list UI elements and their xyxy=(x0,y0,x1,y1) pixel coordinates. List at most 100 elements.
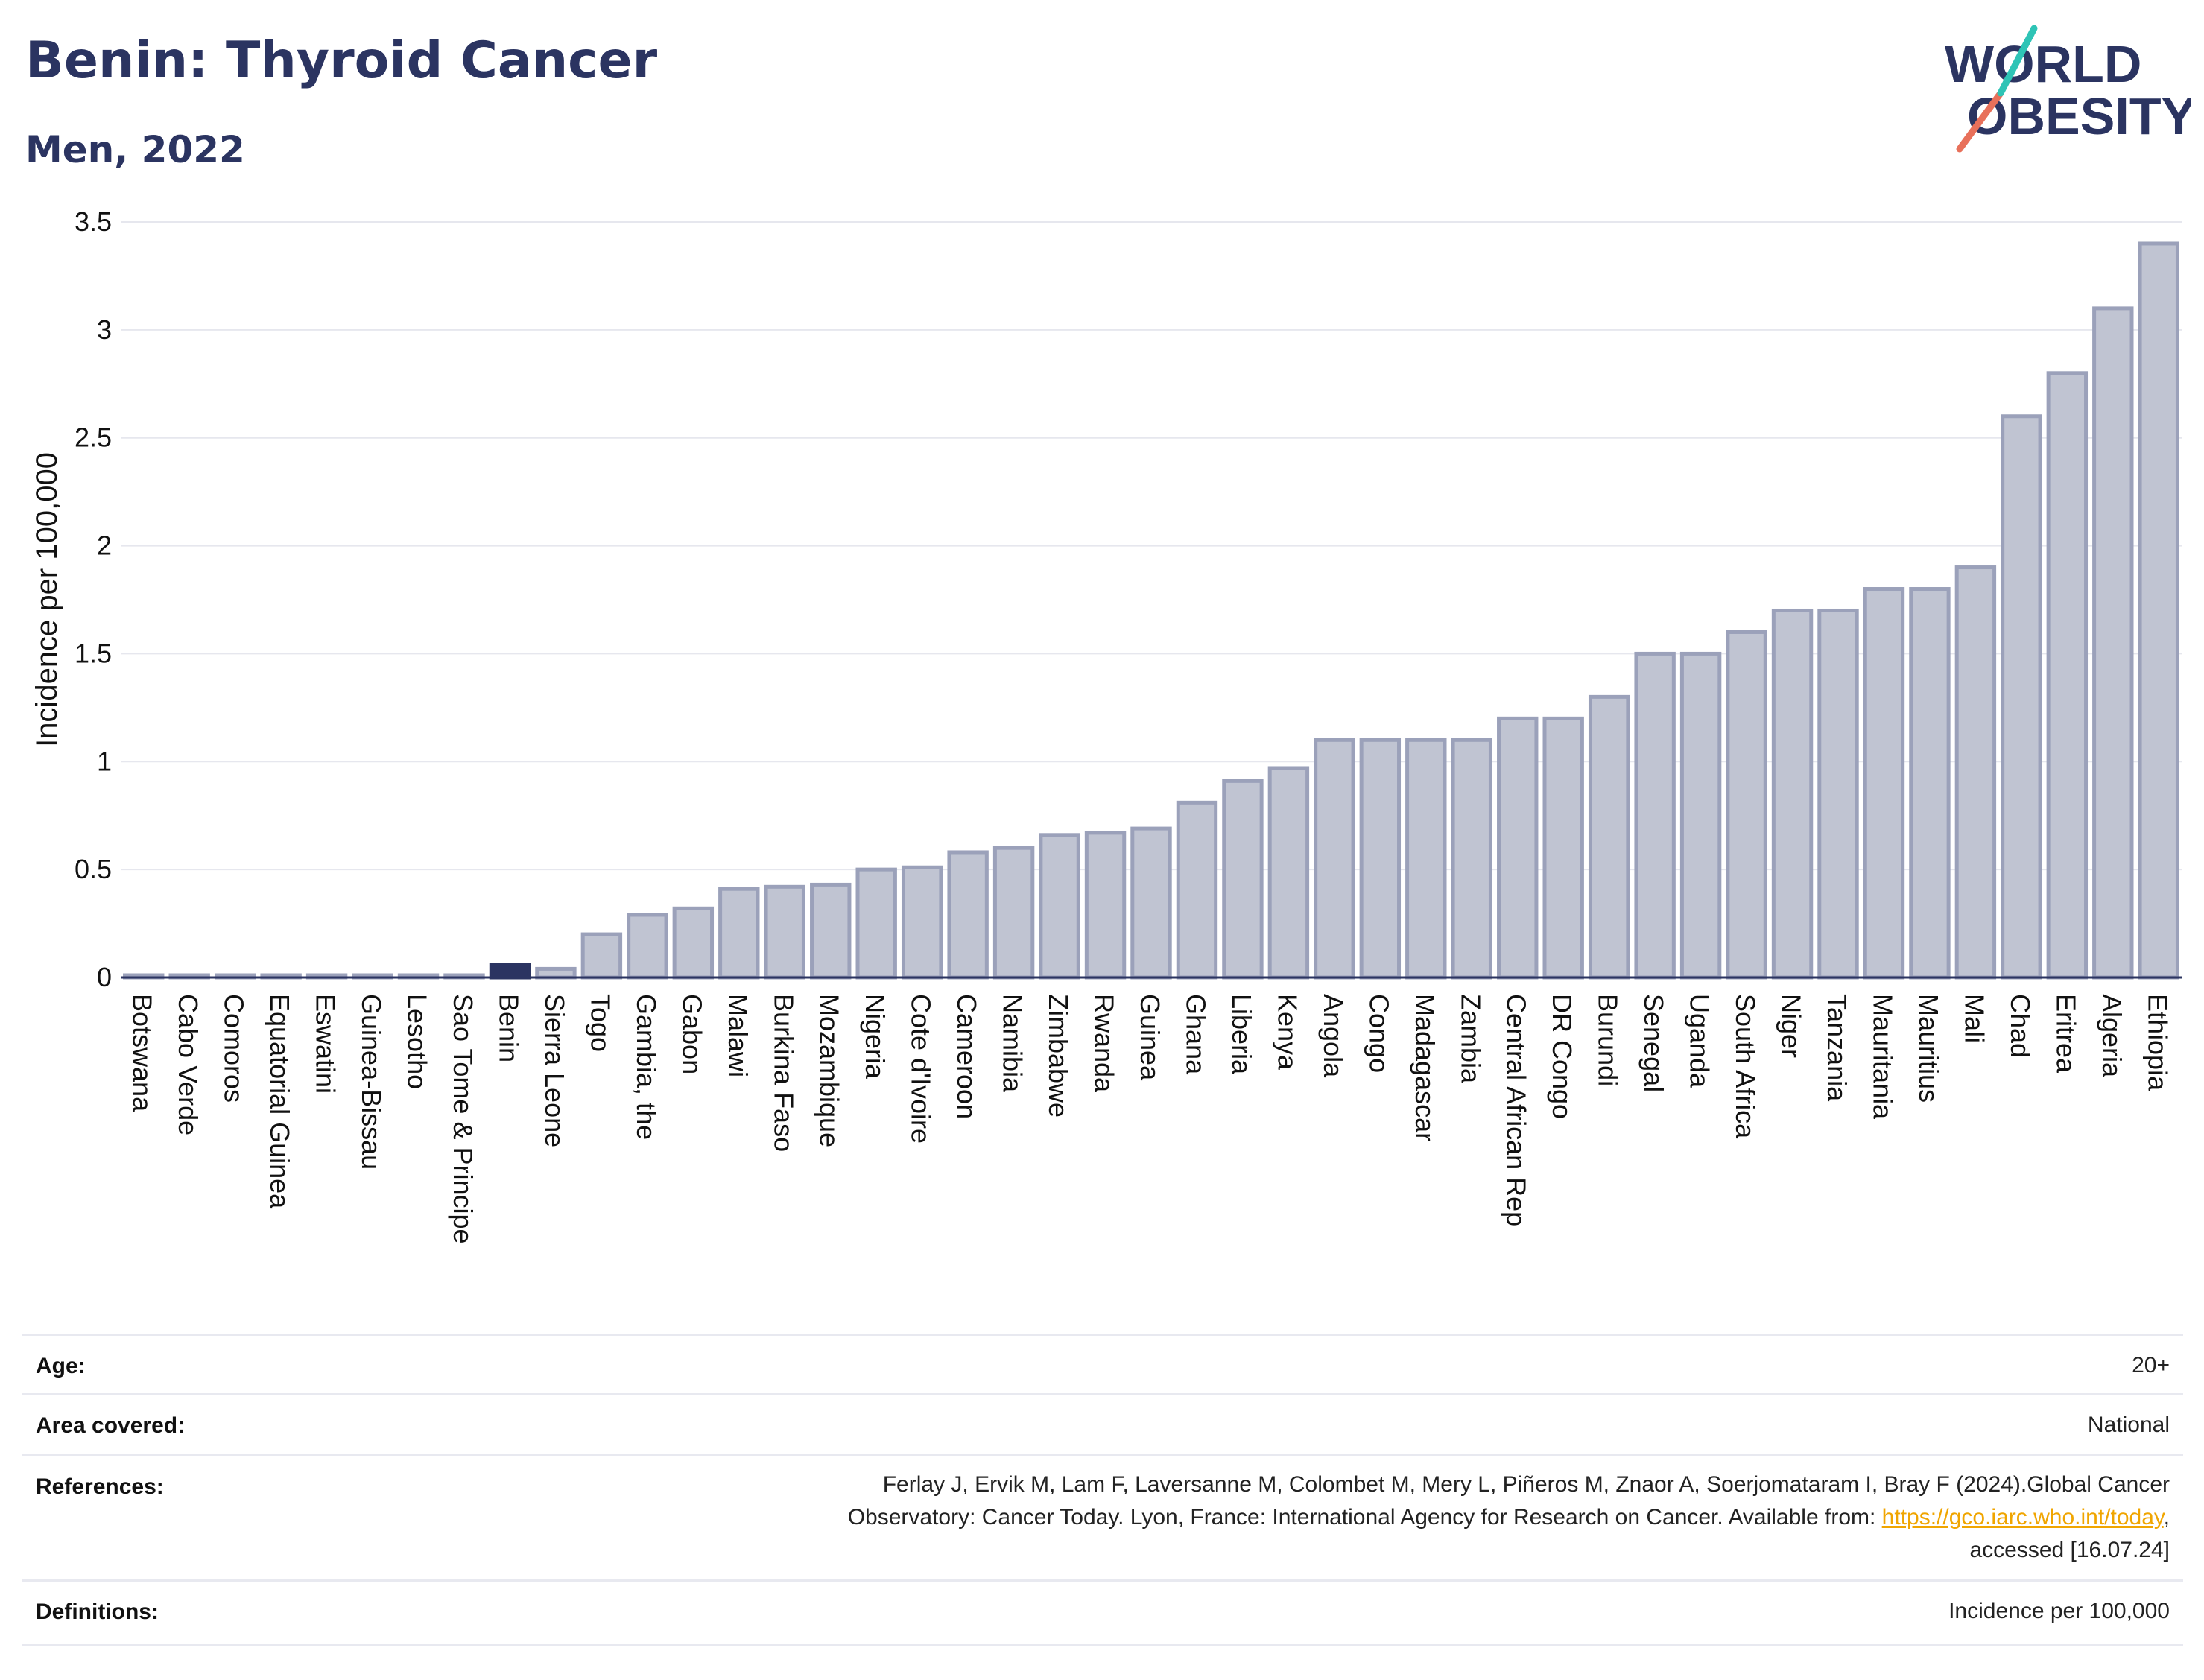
bar-madagascar xyxy=(1405,738,1447,980)
bar-angola xyxy=(1314,738,1355,980)
x-tick-label: DR Congo xyxy=(1547,994,1577,1119)
x-tick-label: Kenya xyxy=(1272,994,1302,1071)
bar-eritrea xyxy=(2046,371,2089,980)
x-tick-label: Gabon xyxy=(677,994,707,1074)
y-tick-label: 0 xyxy=(97,962,112,992)
x-tick-label: Algeria xyxy=(2097,994,2127,1078)
y-tick-label: 2.5 xyxy=(75,422,112,453)
bar-chad xyxy=(2001,414,2042,980)
bar-cameroon xyxy=(947,850,989,980)
x-tick-label: Cabo Verde xyxy=(173,994,203,1135)
references-line2-prefix: Observatory: Cancer Today. Lyon, France:… xyxy=(847,1505,1882,1530)
x-tick-label: Burundi xyxy=(1593,994,1624,1086)
x-tick-label: Cameroon xyxy=(951,994,982,1119)
y-tick-label: 0.5 xyxy=(75,854,112,884)
x-tick-label: Liberia xyxy=(1226,994,1257,1075)
bar-mozambique xyxy=(810,882,852,980)
y-tick-label: 3.5 xyxy=(75,206,112,237)
bar-zimbabwe xyxy=(1039,833,1080,980)
x-tick-label: Mozambique xyxy=(814,994,845,1147)
references-line3: accessed [16.07.24] xyxy=(1969,1538,2170,1562)
x-tick-label: Eswatini xyxy=(311,994,341,1094)
chart-title: Benin: Thyroid Cancer xyxy=(25,31,658,90)
x-tick-label: Central African Rep xyxy=(1501,994,1532,1226)
x-tick-label: Chad xyxy=(2005,994,2036,1058)
x-tick-label: Ghana xyxy=(1180,994,1211,1075)
y-tick-labels: 0 0.5 1 1.5 2 2.5 3 3.5 xyxy=(75,206,112,992)
x-tick-label: Lesotho xyxy=(402,994,433,1089)
x-tick-label: Botswana xyxy=(127,994,158,1112)
area-label: Area covered: xyxy=(36,1413,186,1438)
bar-gambia-the xyxy=(627,913,668,980)
world-obesity-logo: WORLD OBESITY xyxy=(1945,25,2191,153)
age-label: Age: xyxy=(36,1354,86,1378)
bar-ghana xyxy=(1176,800,1218,980)
bar-malawi xyxy=(718,887,760,980)
bar-dr-congo xyxy=(1542,716,1584,980)
x-tick-label: Burkina Faso xyxy=(768,994,799,1152)
y-tick-label: 1 xyxy=(97,746,112,776)
x-tick-label: Malawi xyxy=(723,994,753,1077)
x-tick-label: Togo xyxy=(585,994,615,1052)
meta-row-age: Age: 20+ xyxy=(22,1334,2183,1395)
x-tick-label: Rwanda xyxy=(1089,994,1120,1093)
bar-mauritius xyxy=(1909,587,1951,980)
x-tick-label: Mauritius xyxy=(1913,994,1944,1103)
y-tick-label: 1.5 xyxy=(75,638,112,668)
bar-liberia xyxy=(1222,779,1264,980)
x-tick-label: Guinea-Bissau xyxy=(356,994,387,1170)
meta-row-references: References: Ferlay J, Ervik M, Lam F, La… xyxy=(22,1454,2183,1582)
logo-line2: OBESITY xyxy=(1967,87,2191,145)
bar-zambia xyxy=(1451,738,1492,980)
bar-congo xyxy=(1359,738,1402,980)
x-tick-label: Guinea xyxy=(1135,994,1165,1081)
references-line2-suffix: , xyxy=(2163,1505,2170,1530)
x-tick-label: Ethiopia xyxy=(2142,994,2173,1091)
y-tick-label: 3 xyxy=(97,314,112,345)
logo-slash-coral xyxy=(1956,89,2004,153)
x-tick-label: Congo xyxy=(1364,994,1394,1073)
bar-algeria xyxy=(2092,306,2134,980)
references-line2: Observatory: Cancer Today. Lyon, France:… xyxy=(848,1501,2170,1534)
bar-mali xyxy=(1954,565,1997,980)
chart-subtitle: Men, 2022 xyxy=(25,128,245,171)
logo-slash-teal xyxy=(1997,25,2038,97)
y-axis-label: Incidence per 100,000 xyxy=(31,452,63,747)
x-tick-label: Namibia xyxy=(998,994,1028,1093)
bar-gabon xyxy=(672,906,715,980)
bar-namibia xyxy=(992,846,1035,980)
bar-senegal xyxy=(1634,651,1676,980)
bar-cote-d-ivoire xyxy=(901,865,943,980)
bar-rwanda xyxy=(1084,831,1127,980)
x-tick-label: Gambia, the xyxy=(631,994,662,1140)
bar-burkina-faso xyxy=(764,884,805,980)
bar-togo xyxy=(580,932,623,980)
meta-row-definitions: Definitions: Incidence per 100,000 xyxy=(22,1579,2183,1646)
references-line1: Ferlay J, Ervik M, Lam F, Laversanne M, … xyxy=(882,1472,2170,1497)
references-value: Ferlay J, Ervik M, Lam F, Laversanne M, … xyxy=(848,1468,2170,1567)
bar-chart: 0 0.5 1 1.5 2 2.5 3 3.5 Botswana Cabo Verde Comor… xyxy=(31,206,2182,1244)
bar-ethiopia xyxy=(2138,241,2179,980)
bar-uganda xyxy=(1679,651,1722,980)
x-tick-label: Equatorial Guinea xyxy=(265,994,295,1209)
bar-niger xyxy=(1771,608,1814,980)
area-value: National xyxy=(2087,1413,2170,1437)
x-tick-label: Uganda xyxy=(1685,994,1715,1088)
x-tick-label: South Africa xyxy=(1730,994,1761,1139)
x-tick-label: Niger xyxy=(1776,994,1807,1058)
x-tick-label: Sierra Leone xyxy=(539,994,570,1147)
logo-line1: WORLD xyxy=(1945,35,2141,93)
bar-tanzania xyxy=(1817,608,1859,980)
x-tick-labels: Botswana Cabo Verde Comoros Equatorial Guin… xyxy=(127,994,2173,1244)
bar-nigeria xyxy=(855,867,897,980)
x-tick-label: Eritrea xyxy=(2051,994,2081,1074)
bars xyxy=(123,241,2179,980)
bar-central-african-rep xyxy=(1497,716,1539,980)
x-tick-label: Zambia xyxy=(1455,994,1486,1084)
x-tick-label: Nigeria xyxy=(860,994,890,1080)
bar-mauritania xyxy=(1863,587,1905,980)
bar-guinea xyxy=(1130,826,1172,980)
bar-kenya xyxy=(1267,766,1310,980)
x-tick-label: Benin xyxy=(493,994,524,1062)
references-link[interactable]: https://gco.iarc.who.int/today xyxy=(1881,1505,2164,1530)
